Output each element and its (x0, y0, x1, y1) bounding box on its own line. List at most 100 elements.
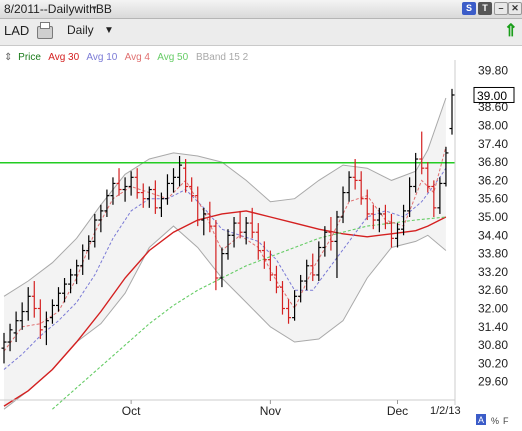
x-tick-label: Oct (122, 404, 141, 418)
price-bar (140, 183, 146, 208)
period-select[interactable]: Daily (67, 23, 94, 37)
price-bar (437, 177, 443, 214)
legend-price: Price (18, 52, 41, 63)
chevron-down-icon[interactable]: ▾ (92, 3, 97, 13)
price-bar (237, 210, 243, 239)
price-bar (86, 235, 92, 260)
price-bar (177, 155, 183, 187)
price-bar (7, 323, 13, 352)
y-tick-label: 29.60 (478, 375, 508, 389)
price-bar (370, 204, 376, 230)
percent-button[interactable]: % (491, 416, 499, 426)
price-bar (201, 207, 207, 236)
printer-icon[interactable] (37, 22, 53, 39)
price-bar (80, 244, 86, 275)
price-bar (243, 216, 249, 245)
price-bar (25, 287, 31, 321)
price-bar (104, 189, 110, 217)
price-bar (304, 259, 310, 291)
legend-avg10: Avg 10 (86, 52, 118, 63)
price-bar (328, 216, 334, 251)
price-bar (395, 223, 401, 248)
y-tick-label: 36.20 (478, 173, 508, 187)
toolbar: LAD Daily ▼ ⇑ (0, 19, 522, 46)
price-bar (261, 241, 267, 269)
price-bar (189, 177, 195, 202)
price-bar (376, 207, 382, 233)
price-bar (146, 186, 152, 208)
price-bar (292, 290, 298, 321)
y-tick-label: 35.00 (478, 210, 508, 224)
price-bar (128, 171, 134, 196)
price-bar (358, 171, 364, 205)
bband-fill (4, 98, 446, 410)
y-tick-label: 33.20 (478, 265, 508, 279)
price-bar (225, 229, 231, 260)
series-avg-4 (3, 146, 447, 352)
y-tick-label: 35.60 (478, 192, 508, 206)
price-bar (31, 281, 37, 318)
price-bar (1, 332, 7, 364)
price-bar (74, 259, 80, 285)
price-bar (37, 299, 43, 339)
symbol-label[interactable]: LAD (4, 23, 30, 38)
price-bar (116, 168, 122, 196)
price-bar (183, 159, 189, 193)
series-avg-50 (52, 216, 446, 410)
y-tick-label: 33.80 (478, 247, 508, 261)
price-bar (255, 223, 261, 260)
price-bar (267, 250, 273, 282)
move-icon[interactable]: ⇕ (4, 52, 13, 63)
price-bar (55, 287, 61, 312)
price-bar (443, 146, 449, 187)
price-bar (19, 302, 25, 330)
window-title: 8/2011--DailywithBB (4, 2, 112, 16)
y-tick-label: 34.40 (478, 228, 508, 242)
x-tick-label: Nov (260, 404, 281, 418)
price-bar (249, 207, 255, 239)
y-tick-label: 32.00 (478, 301, 508, 315)
price-bar (43, 311, 49, 346)
price-bar (158, 192, 164, 217)
price-bar (231, 216, 237, 248)
y-tick-label: 39.80 (478, 64, 508, 78)
y-tick-label: 32.60 (478, 283, 508, 297)
y-tick-label: 36.80 (478, 155, 508, 169)
price-bar (62, 277, 68, 303)
legend-avg50: Avg 50 (157, 52, 189, 63)
price-bar (152, 180, 158, 214)
price-bar (388, 213, 394, 248)
price-bar (195, 186, 201, 227)
y-tick-label: 38.60 (478, 100, 508, 114)
price-bar (431, 180, 437, 217)
minimize-button[interactable]: – (494, 2, 508, 15)
s-button[interactable]: S (462, 2, 476, 15)
y-tick-label: 30.20 (478, 356, 508, 370)
price-bar (298, 274, 304, 303)
price-bar (98, 204, 104, 233)
legend-bband: BBand 15 2 (195, 52, 249, 63)
price-bar (134, 168, 140, 199)
y-tick-label: 38.00 (478, 118, 508, 132)
f-button[interactable]: F (503, 416, 509, 426)
price-bar (346, 171, 352, 202)
bband-upper (3, 97, 447, 297)
price-bar (413, 152, 419, 193)
price-bar (382, 204, 388, 230)
a-button[interactable] (476, 414, 486, 425)
price-bar (322, 226, 328, 257)
legend-avg30: Avg 30 (48, 52, 80, 63)
price-bar (92, 213, 98, 248)
price-bar (286, 299, 292, 324)
y-tick-label: 31.40 (478, 320, 508, 334)
window-titlebar: 8/2011--DailywithBB ▾ S T – ✕ (0, 0, 522, 19)
legend-avg4: Avg 4 (124, 52, 150, 63)
price-bar (207, 201, 213, 233)
price-bar (425, 162, 431, 193)
price-bar (310, 253, 316, 282)
t-button[interactable]: T (478, 2, 492, 15)
chevron-down-icon[interactable]: ▼ (104, 25, 114, 36)
refresh-arrow-icon[interactable]: ⇑ (503, 21, 518, 40)
price-bar (171, 168, 177, 193)
